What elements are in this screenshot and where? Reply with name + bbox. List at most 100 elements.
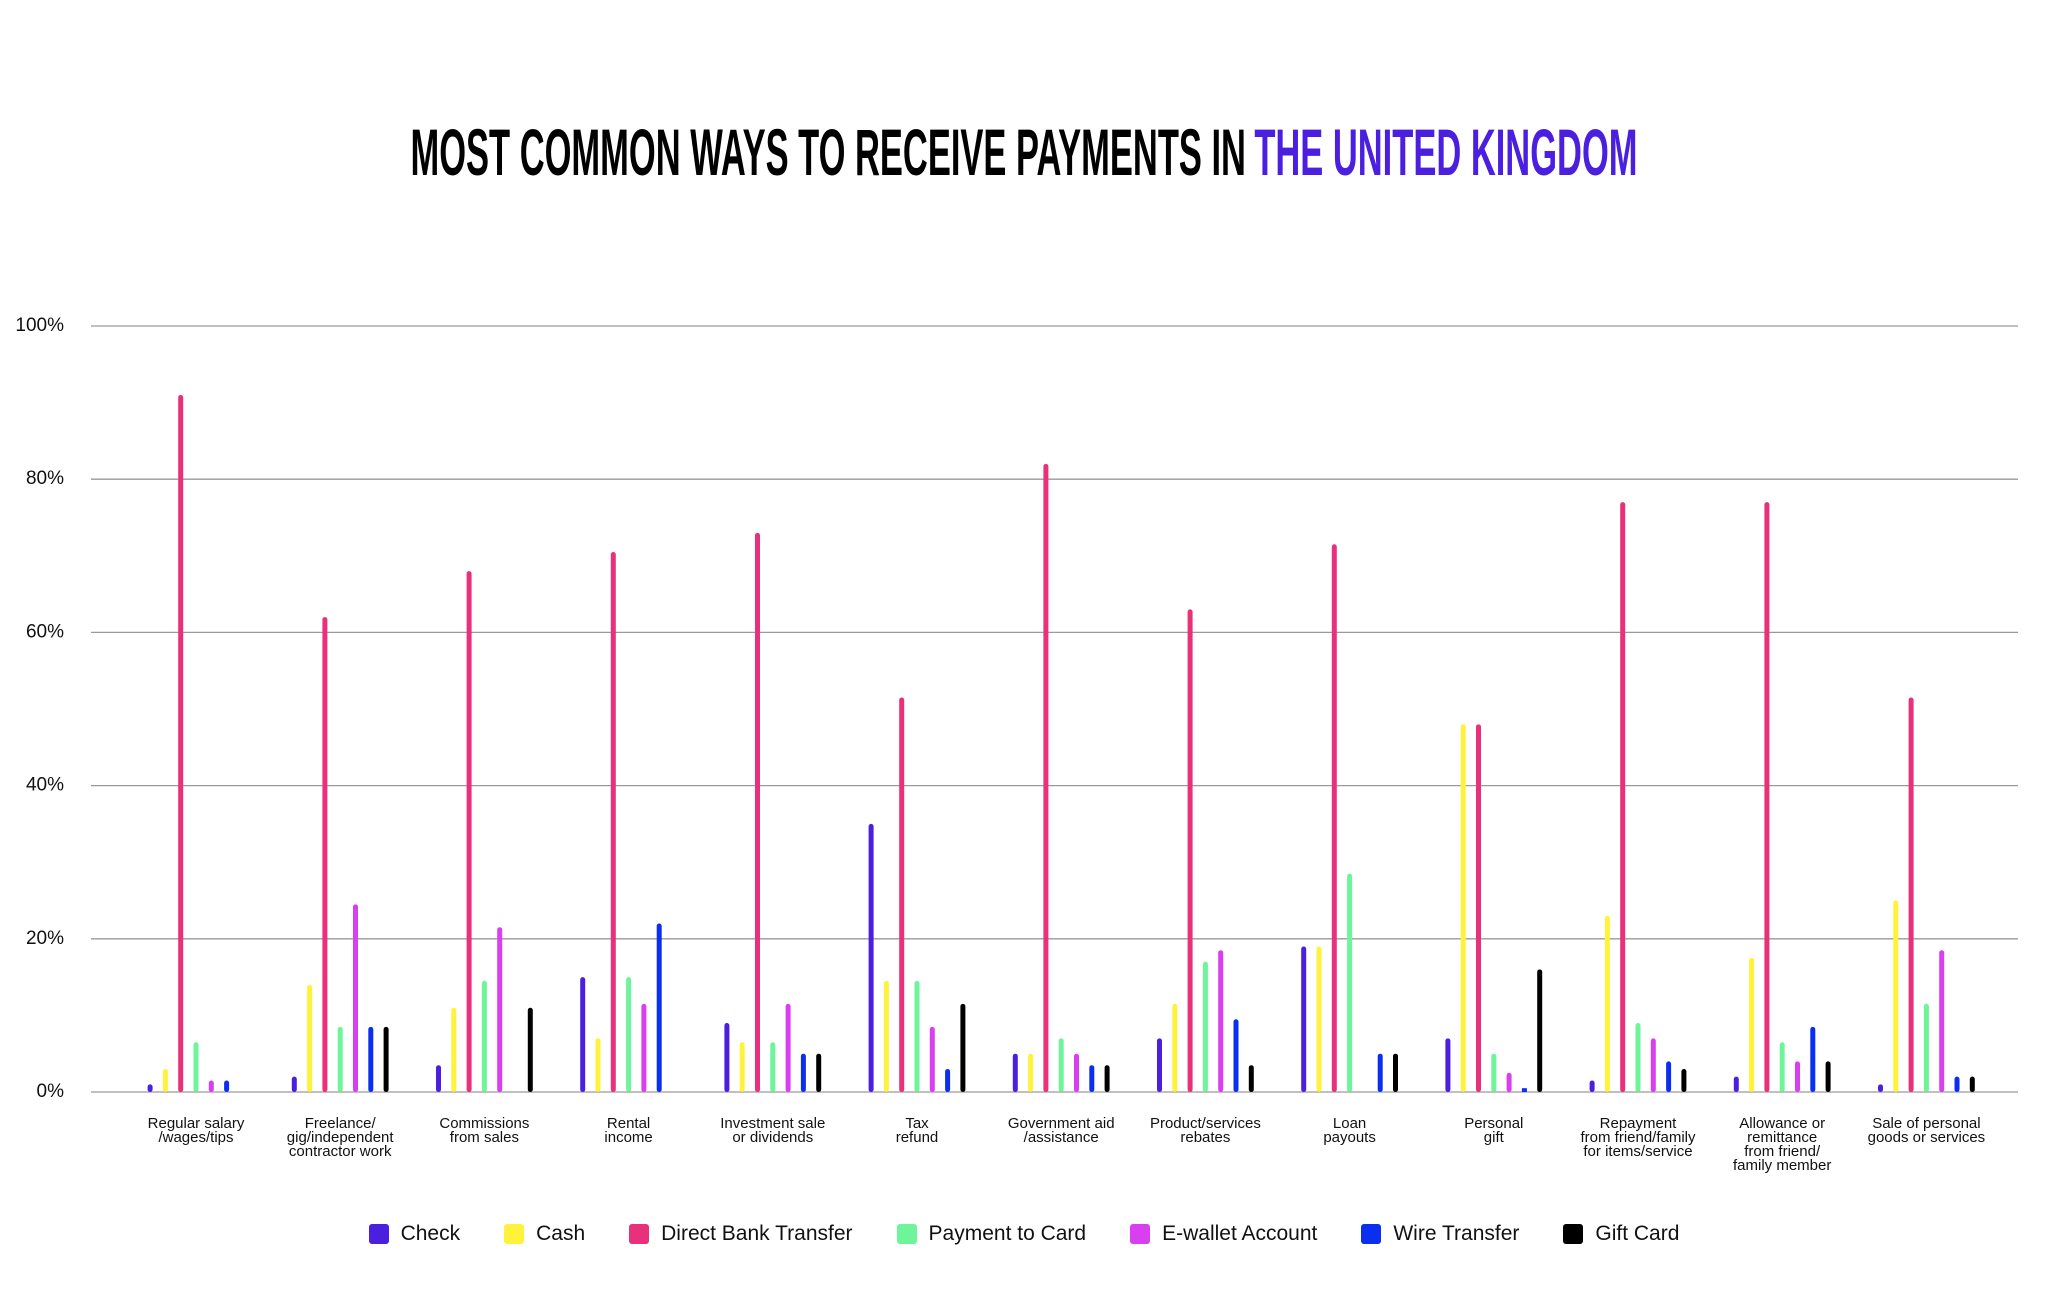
y-tick-label: 100% — [15, 315, 64, 336]
bar — [1650, 1038, 1656, 1092]
bar — [610, 551, 616, 1092]
legend-label: Direct Bank Transfer — [661, 1222, 853, 1245]
legend-swatch — [368, 1224, 389, 1244]
bar — [1104, 1065, 1110, 1092]
bar — [353, 904, 358, 1092]
bar — [1954, 1076, 1960, 1092]
bar — [580, 977, 586, 1092]
bar — [1157, 1038, 1162, 1092]
legend-item: Check — [368, 1222, 460, 1246]
x-tick-label: Loan payouts — [1323, 1115, 1376, 1146]
bar — [1969, 1076, 1975, 1092]
bar — [626, 977, 632, 1092]
bar — [1635, 1023, 1641, 1092]
bar — [1491, 1053, 1497, 1092]
bar — [1233, 1019, 1239, 1092]
title-main: MOST COMMON WAYS TO RECEIVE PAYMENTS IN — [411, 115, 1246, 189]
legend-swatch — [1130, 1224, 1151, 1244]
bar — [1681, 1069, 1687, 1092]
bar — [1248, 1065, 1254, 1092]
legend-swatch — [629, 1224, 650, 1244]
y-tick-label: 40% — [26, 775, 64, 796]
bar — [451, 1007, 457, 1092]
bar — [1537, 969, 1543, 1092]
bar — [1460, 724, 1466, 1092]
x-tick-label: Tax refund — [895, 1115, 939, 1146]
x-tick-label: Regular salary /wages/tips — [147, 1115, 245, 1146]
bar — [1058, 1038, 1064, 1092]
bar — [307, 984, 313, 1092]
bar — [899, 697, 905, 1092]
bar — [337, 1026, 343, 1092]
title-highlight: THE UNITED KINGDOM — [1254, 115, 1637, 189]
x-tick-label: Allowance or remittance from friend/ fam… — [1733, 1115, 1832, 1174]
bar — [755, 532, 760, 1092]
bar — [1301, 946, 1307, 1092]
bar — [178, 394, 184, 1092]
bar — [1589, 1080, 1595, 1092]
x-tick-label: Repayment from friend/family for items/s… — [1580, 1115, 1696, 1160]
bar — [224, 1080, 230, 1092]
bar — [656, 923, 662, 1092]
bar — [914, 980, 920, 1092]
bar — [1939, 950, 1945, 1092]
bar — [1074, 1053, 1079, 1092]
legend-label: E-wallet Account — [1162, 1222, 1318, 1245]
bar — [800, 1053, 806, 1092]
y-tick-label: 80% — [26, 468, 64, 489]
bar — [1202, 961, 1208, 1092]
bar — [595, 1038, 601, 1092]
bar — [1749, 957, 1755, 1092]
bar — [1604, 915, 1610, 1092]
bar — [1347, 873, 1353, 1092]
x-tick-label: Freelance/ gig/independent contractor wo… — [286, 1115, 394, 1160]
bar — [1810, 1026, 1816, 1092]
chart-title: MOST COMMON WAYS TO RECEIVE PAYMENTS INT… — [411, 115, 1638, 189]
legend-label: Payment to Card — [928, 1222, 1087, 1245]
bar — [1893, 900, 1899, 1092]
bar — [1316, 946, 1322, 1092]
bar — [883, 980, 889, 1092]
legend-swatch — [1563, 1224, 1584, 1244]
bar — [497, 927, 503, 1092]
bar — [1923, 1003, 1929, 1092]
legend: Check Cash Direct Bank Transfer Payment to … — [0, 1222, 2048, 1246]
bar — [466, 571, 472, 1092]
bar — [1764, 502, 1770, 1092]
bar — [1666, 1061, 1672, 1092]
bar — [383, 1026, 389, 1092]
bar — [1331, 544, 1337, 1092]
bar — [368, 1026, 374, 1092]
bar — [1521, 1088, 1527, 1092]
legend-item: Cash — [504, 1222, 585, 1246]
legend-item: Gift Card — [1563, 1222, 1679, 1246]
bar — [1795, 1061, 1800, 1092]
bar — [1089, 1065, 1095, 1092]
legend-item: Wire Transfer — [1361, 1222, 1519, 1246]
bar — [1825, 1061, 1831, 1092]
bar — [945, 1069, 951, 1092]
bar — [1476, 724, 1481, 1092]
bar — [929, 1026, 935, 1092]
bar — [641, 1003, 647, 1092]
legend-label: Cash — [536, 1222, 586, 1245]
y-tick-label: 20% — [26, 928, 64, 949]
legend-swatch — [504, 1224, 525, 1244]
bar — [291, 1076, 297, 1092]
bar — [816, 1053, 822, 1092]
bar — [1377, 1053, 1383, 1092]
bar — [527, 1007, 533, 1092]
x-tick-label: Commissions from sales — [439, 1115, 530, 1146]
bar — [1393, 1053, 1398, 1092]
legend-label: Gift Card — [1595, 1222, 1680, 1245]
bar — [1908, 697, 1914, 1092]
legend-swatch — [1361, 1224, 1382, 1244]
bar — [481, 980, 487, 1092]
bar — [1878, 1084, 1883, 1092]
bar — [960, 1003, 966, 1092]
bar — [1172, 1003, 1178, 1092]
legend-swatch — [896, 1224, 917, 1244]
bar — [1620, 502, 1626, 1092]
